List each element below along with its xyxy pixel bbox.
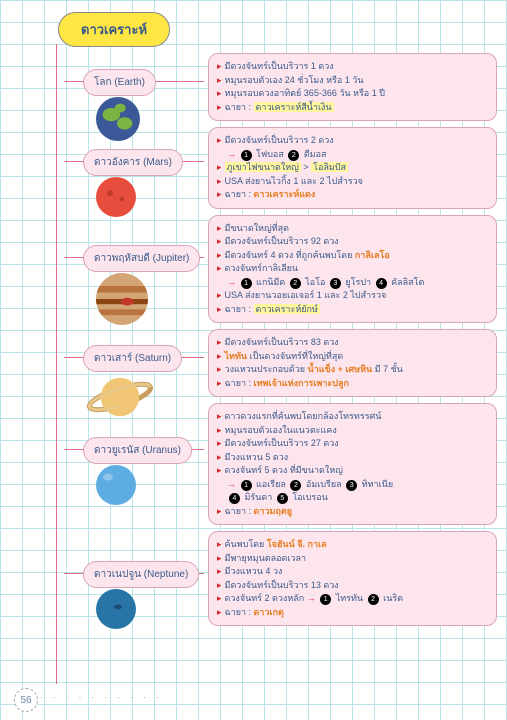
planet-label: ดาวอังคาร (Mars): [83, 149, 183, 176]
earth-icon: [96, 97, 140, 143]
planet-row: โลก (Earth) ▸มีดวงจันทร์เป็นบริวาร 1 ดวง…: [8, 53, 497, 121]
info-box: ▸ค้นพบโดย โจฮันน์ จี. กาเล▸มีพายุหมุนตลอ…: [208, 531, 497, 626]
info-box: ▸มีดวงจันทร์เป็นบริวาร 1 ดวง▸หมุนรอบตัวเ…: [208, 53, 497, 121]
info-box: ▸ดาวดวงแรกที่ค้นพบโดยกล้องโทรทรรศน์▸หมุน…: [208, 403, 497, 525]
page-title: ดาวเคราะห์: [58, 12, 170, 47]
planet-label: ดาวเสาร์ (Saturn): [83, 345, 182, 372]
info-box: ▸มีดวงจันทร์เป็นบริวาร 2 ดวง→ 1 โฟบอส 2 …: [208, 127, 497, 209]
uranus-icon: [96, 465, 136, 507]
planet-row: ดาวเนปจูน (Neptune) ▸ค้นพบโดย โจฮันน์ จี…: [8, 531, 497, 626]
jupiter-icon: [96, 273, 148, 327]
page-content: ดาวเคราะห์ โลก (Earth) ▸มีดวงจันทร์เป็นบ…: [0, 0, 507, 640]
planet-row: ดาวยูเรนัส (Uranus) ▸ดาวดวงแรกที่ค้นพบโด…: [8, 403, 497, 525]
mars-icon: [96, 177, 136, 219]
saturn-icon: [96, 373, 154, 423]
info-box: ▸มีดวงจันทร์เป็นบริวาร 83 ดวง▸ไททัน เป็น…: [208, 329, 497, 397]
page-number: 56: [14, 688, 38, 712]
planet-label: ดาวพฤหัสบดี (Jupiter): [83, 245, 200, 272]
planet-label: ดาวเนปจูน (Neptune): [83, 561, 199, 588]
info-box: ▸มีขนาดใหญ่ที่สุด▸มีดวงจันทร์เป็นบริวาร …: [208, 215, 497, 324]
planet-row: ดาวเสาร์ (Saturn) ▸มีดวงจันทร์เป็นบริวาร…: [8, 329, 497, 397]
planet-label: ดาวยูเรนัส (Uranus): [83, 437, 192, 464]
planet-label: โลก (Earth): [83, 69, 156, 96]
planet-list: โลก (Earth) ▸มีดวงจันทร์เป็นบริวาร 1 ดวง…: [8, 53, 497, 626]
planet-row: ดาวอังคาร (Mars) ▸มีดวงจันทร์เป็นบริวาร …: [8, 127, 497, 209]
planet-row: ดาวพฤหัสบดี (Jupiter) ▸มีขนาดใหญ่ที่สุด▸…: [8, 215, 497, 324]
page-dots: · · · · · · · · · ·: [40, 693, 163, 702]
neptune-icon: [96, 589, 136, 631]
